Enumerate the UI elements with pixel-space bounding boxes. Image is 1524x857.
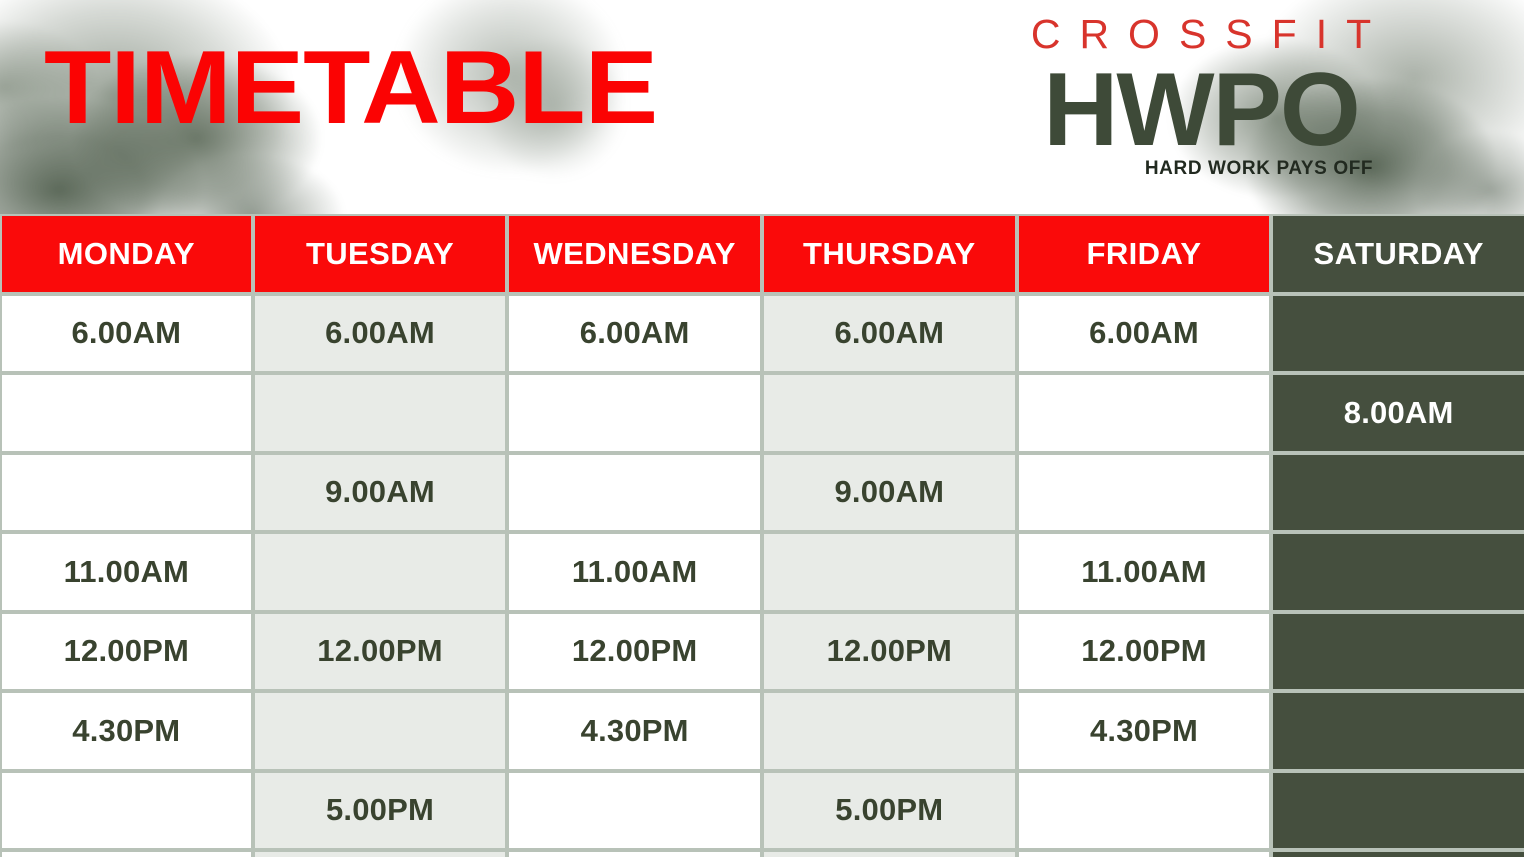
logo-name-text: HWPO — [1043, 52, 1361, 168]
class-slot[interactable]: 6.00AM — [254, 295, 506, 371]
class-slot[interactable]: 4.30PM — [2, 693, 251, 769]
empty-slot — [254, 534, 506, 610]
class-slot[interactable]: 5.30PM — [1018, 852, 1270, 857]
logo-tagline-text: HARD WORK PAYS OFF — [1144, 158, 1374, 180]
empty-slot — [1018, 454, 1270, 530]
class-slot[interactable]: 5.30PM — [2, 852, 251, 857]
class-slot[interactable]: 12.00PM — [764, 613, 1015, 689]
empty-slot — [764, 534, 1015, 610]
class-slot[interactable]: 4.30PM — [509, 693, 760, 769]
class-slot[interactable]: 5.00PM — [764, 772, 1015, 848]
class-slot[interactable]: 12.00PM — [2, 613, 251, 689]
timetable-grid: MONDAY TUESDAY WEDNESDAY THURSDAY FRIDAY SATU… — [0, 214, 1524, 857]
empty-slot — [509, 375, 760, 451]
class-slot[interactable]: 11.00AM — [2, 534, 251, 610]
column-header-saturday: SATURDAY — [1273, 216, 1524, 292]
page-title: TIMETABLE — [44, 30, 658, 146]
class-slot[interactable]: 12.00PM — [509, 613, 760, 689]
logo-brand-text: CROSSFIT — [1030, 11, 1391, 57]
empty-slot — [1018, 375, 1270, 451]
class-slot[interactable]: 12.00PM — [1018, 613, 1270, 689]
column-header-monday: MONDAY — [2, 216, 251, 292]
header-banner: TIMETABLE CROSSFIT HWPO HARD WORK PAYS O… — [0, 0, 1524, 214]
empty-slot — [1273, 613, 1524, 689]
empty-slot — [509, 454, 760, 530]
empty-slot — [1273, 772, 1524, 848]
class-slot[interactable]: 6.00AM — [509, 295, 760, 371]
empty-slot — [764, 375, 1015, 451]
empty-slot — [254, 693, 506, 769]
class-slot[interactable]: 6.00AM — [764, 295, 1015, 371]
class-slot[interactable]: 6.00AM — [1018, 295, 1270, 371]
class-slot[interactable]: 8.00AM — [1273, 375, 1524, 451]
empty-slot — [1273, 693, 1524, 769]
empty-slot — [764, 852, 1015, 857]
empty-slot — [254, 852, 506, 857]
column-header-thursday: THURSDAY — [764, 216, 1015, 292]
empty-slot — [509, 772, 760, 848]
class-slot[interactable]: 11.00AM — [1018, 534, 1270, 610]
class-slot[interactable]: 12.00PM — [254, 613, 506, 689]
class-slot[interactable]: 6.00AM — [2, 295, 251, 371]
column-header-friday: FRIDAY — [1018, 216, 1270, 292]
column-header-tuesday: TUESDAY — [254, 216, 506, 292]
column-header-wednesday: WEDNESDAY — [509, 216, 760, 292]
empty-slot — [2, 772, 251, 848]
empty-slot — [1273, 852, 1524, 857]
class-slot[interactable]: 4.30PM — [1018, 693, 1270, 769]
empty-slot — [764, 693, 1015, 769]
class-slot[interactable]: 5.00PM — [254, 772, 506, 848]
empty-slot — [1273, 454, 1524, 530]
class-slot[interactable]: 11.00AM — [509, 534, 760, 610]
class-slot[interactable]: 9.00AM — [764, 454, 1015, 530]
class-slot[interactable]: 5.30PM — [509, 852, 760, 857]
empty-slot — [1273, 295, 1524, 371]
empty-slot — [254, 375, 506, 451]
empty-slot — [1273, 534, 1524, 610]
empty-slot — [2, 375, 251, 451]
empty-slot — [1018, 772, 1270, 848]
brand-logo: CROSSFIT HWPO HARD WORK PAYS OFF — [996, 11, 1406, 180]
class-slot[interactable]: 9.00AM — [254, 454, 506, 530]
empty-slot — [2, 454, 251, 530]
